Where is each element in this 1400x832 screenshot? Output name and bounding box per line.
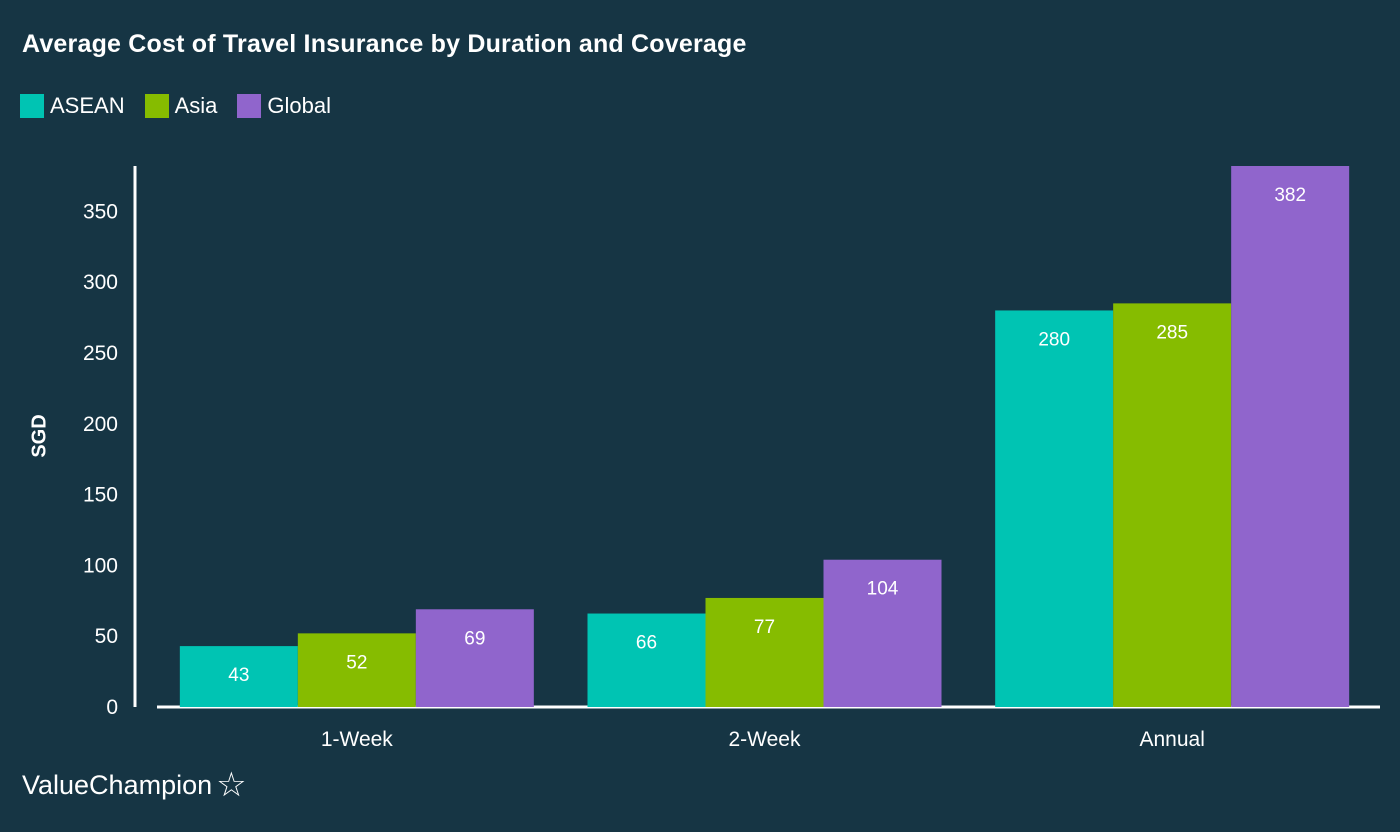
legend-item-asia: Asia <box>144 93 218 119</box>
y-tick-label: 0 <box>106 696 118 719</box>
legend-label-asean: ASEAN <box>50 93 125 118</box>
bar <box>1113 303 1232 707</box>
legend-swatch-asean <box>20 94 44 118</box>
x-tick-label: 1-Week <box>321 728 393 751</box>
chart-title: Average Cost of Travel Insurance by Dura… <box>22 30 747 58</box>
y-tick-label: 300 <box>83 271 118 294</box>
x-tick-label: 2-Week <box>729 728 801 751</box>
bar <box>995 310 1114 707</box>
bar-value-label: 104 <box>867 579 899 600</box>
bar-value-label: 77 <box>754 617 775 638</box>
legend-item-asean: ASEAN <box>20 93 125 119</box>
legend-swatch-global <box>237 94 262 118</box>
bar <box>179 646 298 707</box>
y-tick-label: 200 <box>83 413 118 436</box>
bar-value-label: 52 <box>346 652 367 673</box>
bar-value-label: 280 <box>1038 329 1070 350</box>
bar <box>297 633 416 707</box>
legend: ASEAN Asia Global <box>20 93 331 119</box>
legend-swatch-asia <box>144 94 169 118</box>
y-tick-label: 150 <box>83 484 118 507</box>
bar-value-label: 285 <box>1156 322 1188 343</box>
bar-value-label: 69 <box>464 628 485 649</box>
bar-value-label: 43 <box>228 665 249 686</box>
bar-value-label: 382 <box>1274 185 1306 206</box>
brand-name: ValueChampion <box>22 769 213 800</box>
y-tick-label: 50 <box>95 625 118 648</box>
brand-logo: ValueChampion ☆ <box>22 768 247 802</box>
x-tick-label: Annual <box>1139 728 1204 751</box>
y-tick-label: 100 <box>83 554 118 577</box>
bar <box>1231 166 1350 707</box>
bar <box>587 613 706 707</box>
legend-item-global: Global <box>237 93 331 119</box>
legend-label-asia: Asia <box>174 93 218 118</box>
y-tick-label: 250 <box>83 342 118 365</box>
bar <box>705 597 824 707</box>
legend-label-global: Global <box>267 93 331 118</box>
star-outline-icon: ☆ <box>216 766 247 804</box>
bar <box>823 559 942 707</box>
bar-value-label: 66 <box>636 633 657 654</box>
bar <box>415 609 534 707</box>
y-tick-label: 350 <box>83 200 118 223</box>
